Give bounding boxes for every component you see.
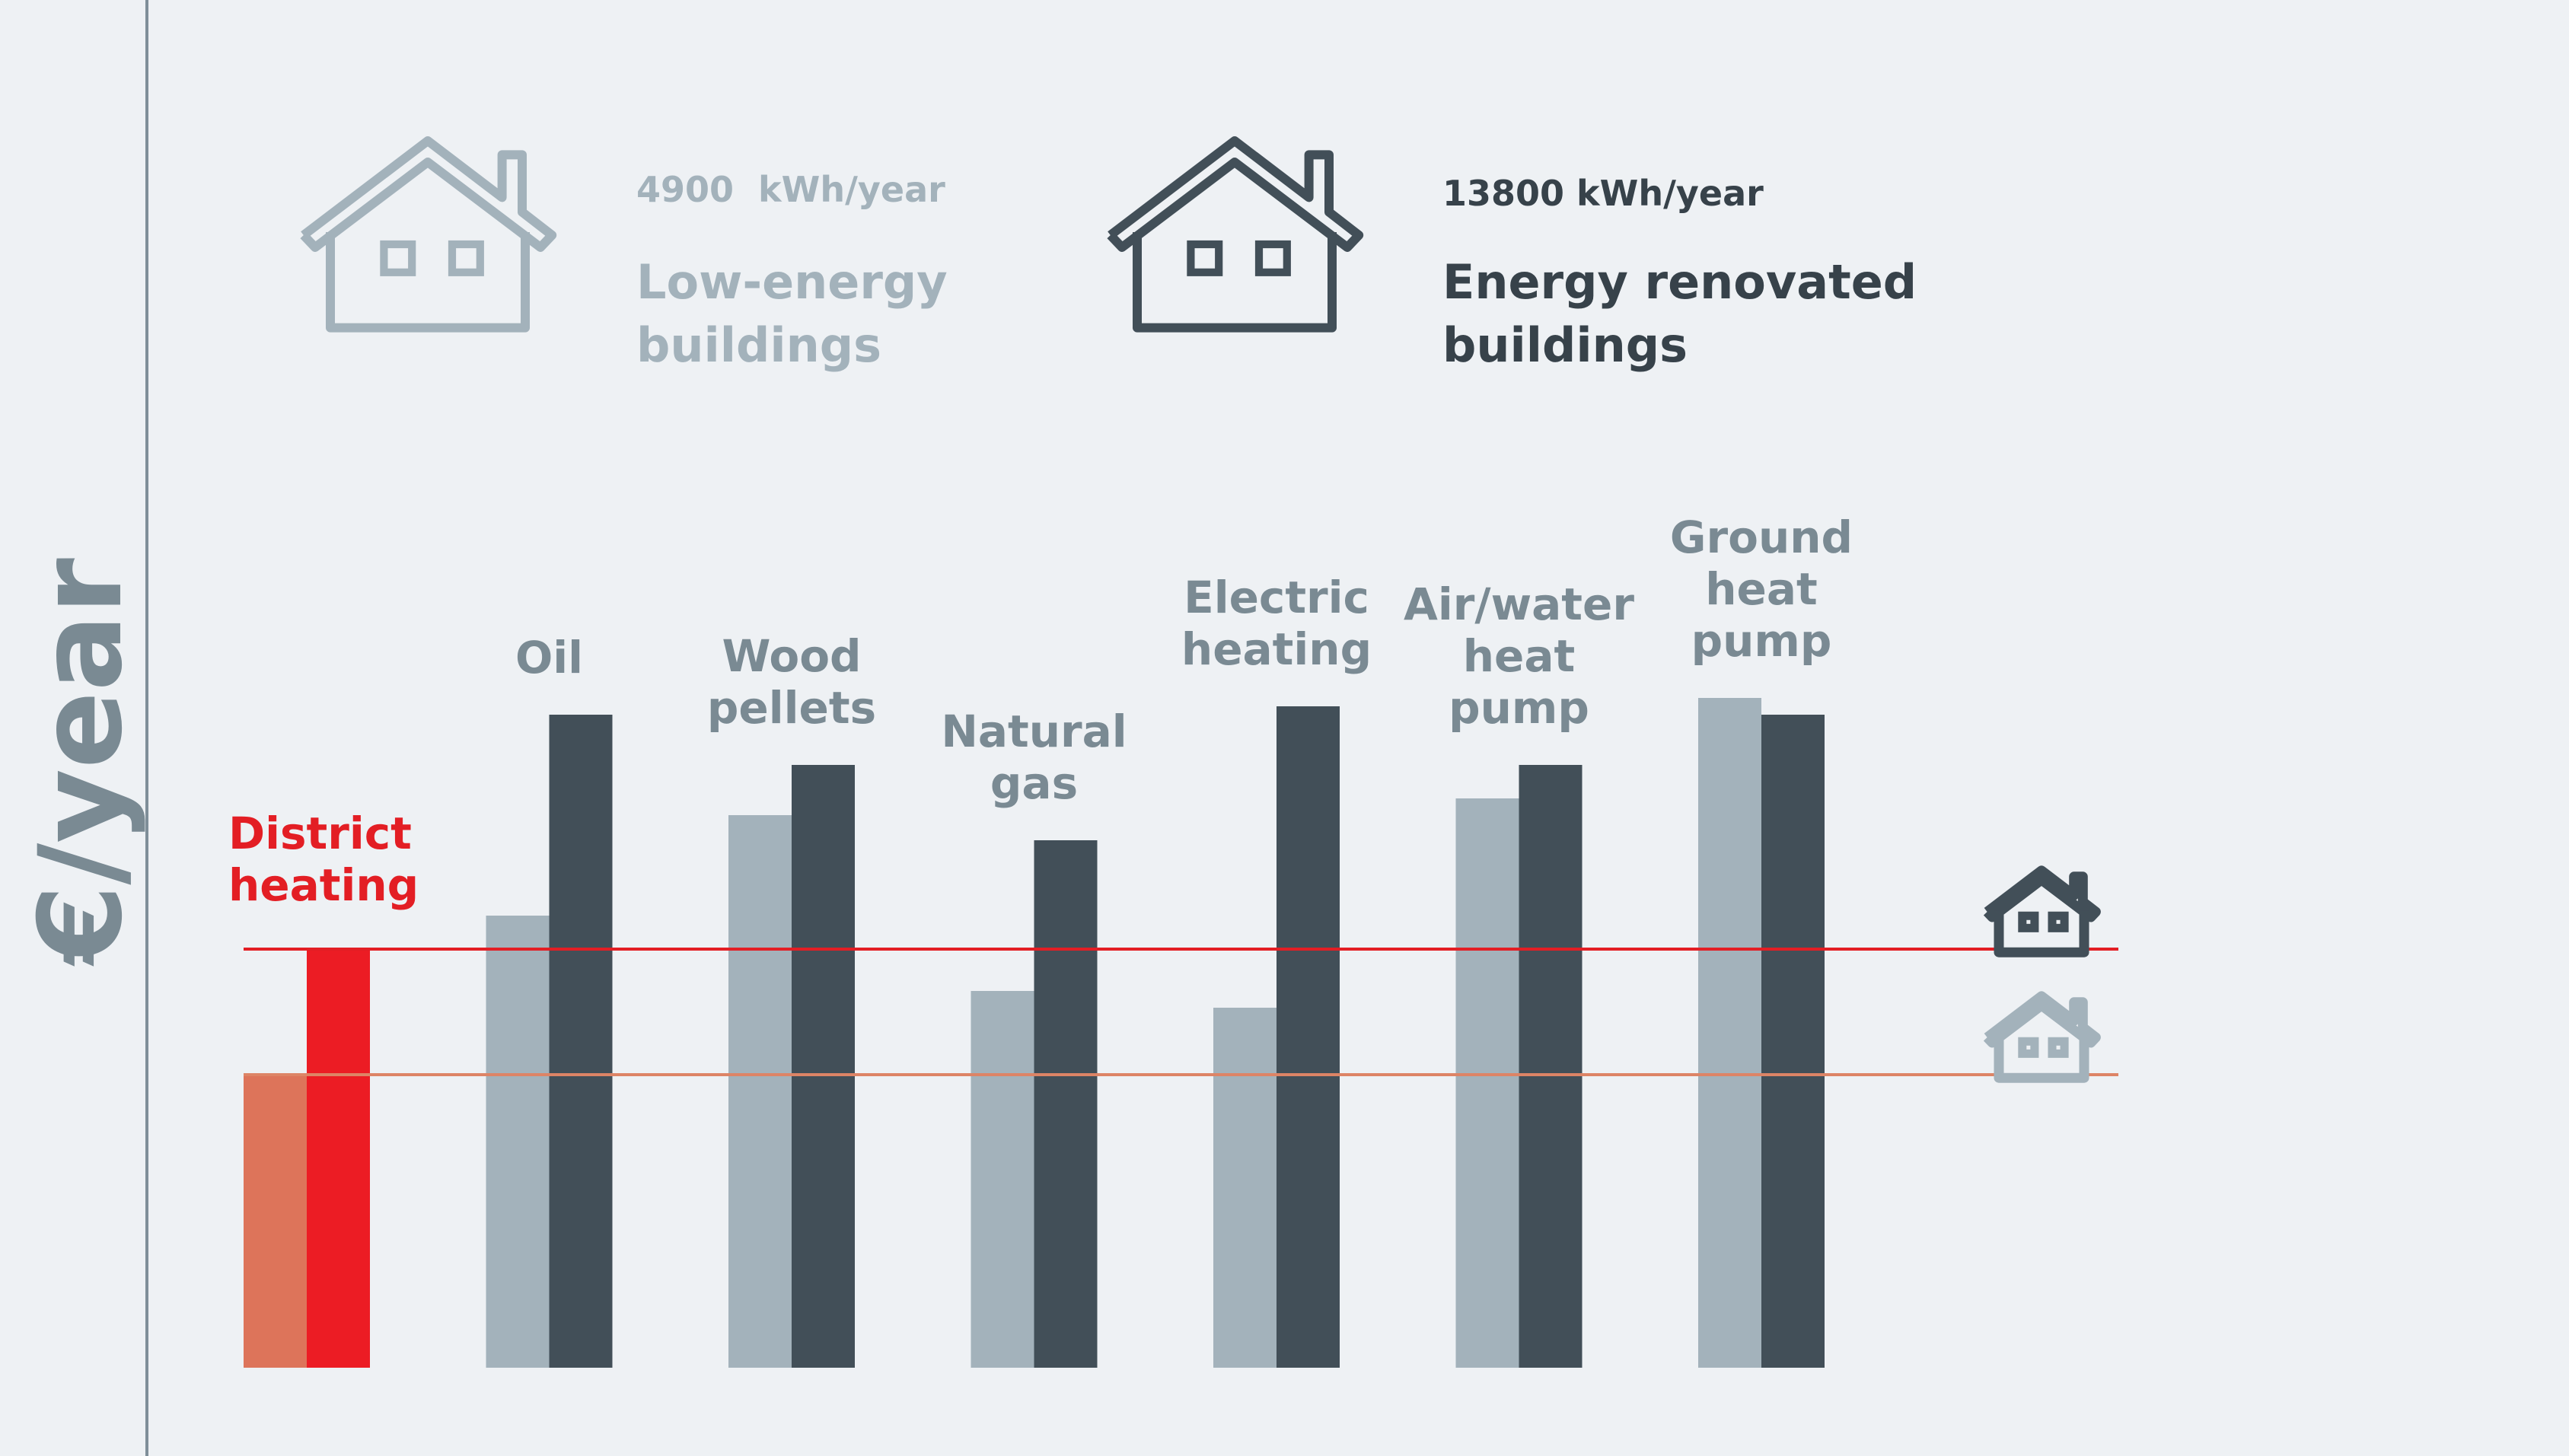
bar-low-energy-1 xyxy=(486,916,550,1368)
bar-low-energy-3 xyxy=(971,991,1034,1368)
bar-renovated-2 xyxy=(792,765,855,1368)
category-label-4: Electric heating xyxy=(1181,572,1372,675)
house-outline-icon xyxy=(1983,865,2101,957)
bar-renovated-3 xyxy=(1034,840,1098,1368)
house-walls xyxy=(1994,910,2089,957)
bar-renovated-5 xyxy=(1519,765,1583,1368)
category-label-line: pump xyxy=(1449,682,1589,734)
house-window xyxy=(2048,911,2069,932)
category-label-6: Ground heat pump xyxy=(1670,511,1853,667)
bar-renovated-4 xyxy=(1277,706,1340,1368)
category-label-line: Ground xyxy=(1670,511,1853,563)
house-walls xyxy=(1994,1036,2089,1083)
category-label-3: Natural gas xyxy=(941,706,1127,809)
category-label-line: gas xyxy=(990,757,1078,809)
category-label-line: Natural xyxy=(941,706,1127,757)
legend-low-title-line1: Low-energy xyxy=(636,254,948,310)
house-walls xyxy=(326,232,530,333)
house-outline-icon xyxy=(1983,991,2101,1083)
category-label-1: Oil xyxy=(515,632,583,683)
legend-renovated-title-line1: Energy renovated xyxy=(1442,254,1917,310)
category-label-2: Wood pellets xyxy=(707,630,876,734)
category-label-line: heating xyxy=(228,859,419,911)
bar-low-energy-2 xyxy=(728,815,792,1368)
bars-group xyxy=(244,698,1825,1368)
category-label-line: heating xyxy=(1181,623,1372,675)
house-window xyxy=(448,240,484,276)
bar-low-energy-6 xyxy=(1698,698,1761,1368)
bar-renovated-6 xyxy=(1761,715,1825,1368)
legend-low-consumption: 4900 kWh/year xyxy=(636,169,945,210)
reference-icons-group xyxy=(1983,865,2101,1083)
house-window xyxy=(1254,240,1291,276)
bar-low-energy-4 xyxy=(1213,1008,1277,1368)
house-outline-icon xyxy=(300,136,557,333)
reference-lines-group xyxy=(244,948,2118,1076)
legend-low-energy: 4900 kWh/year Low-energy buildings xyxy=(300,136,948,373)
house-window xyxy=(2018,1037,2039,1058)
category-label-line: heat xyxy=(1705,563,1818,615)
bar-renovated-0 xyxy=(307,949,370,1368)
category-label-line: Oil xyxy=(515,632,583,683)
category-label-line: heat xyxy=(1463,630,1576,682)
category-label-0: District heating xyxy=(228,808,419,911)
bar-renovated-1 xyxy=(549,715,613,1368)
category-label-line: Wood xyxy=(722,630,861,682)
house-roof xyxy=(1983,865,2101,922)
house-outline-icon xyxy=(1107,136,1364,333)
house-walls xyxy=(1133,232,1337,333)
category-label-line: Air/water xyxy=(1404,578,1634,630)
legend-low-title-line2: buildings xyxy=(636,317,881,373)
legend-renovated-consumption: 13800 kWh/year xyxy=(1442,173,1764,214)
legend-renovated-title-line2: buildings xyxy=(1442,317,1688,373)
bar-low-energy-0 xyxy=(244,1075,307,1368)
house-window xyxy=(1187,240,1223,276)
house-window xyxy=(2018,911,2039,932)
category-label-line: District xyxy=(228,808,412,859)
category-label-line: Electric xyxy=(1184,572,1369,623)
house-window xyxy=(2048,1037,2069,1058)
house-window xyxy=(380,240,416,276)
category-label-5: Air/water heat pump xyxy=(1404,578,1634,734)
category-label-line: pellets xyxy=(707,682,876,734)
bar-low-energy-5 xyxy=(1455,798,1519,1368)
house-roof xyxy=(1107,136,1364,252)
category-label-line: pump xyxy=(1691,615,1832,667)
house-roof xyxy=(300,136,557,252)
house-roof xyxy=(1983,991,2101,1048)
legend-renovated: 13800 kWh/year Energy renovated building… xyxy=(1107,136,1917,373)
y-axis-label: €/year xyxy=(15,558,148,967)
